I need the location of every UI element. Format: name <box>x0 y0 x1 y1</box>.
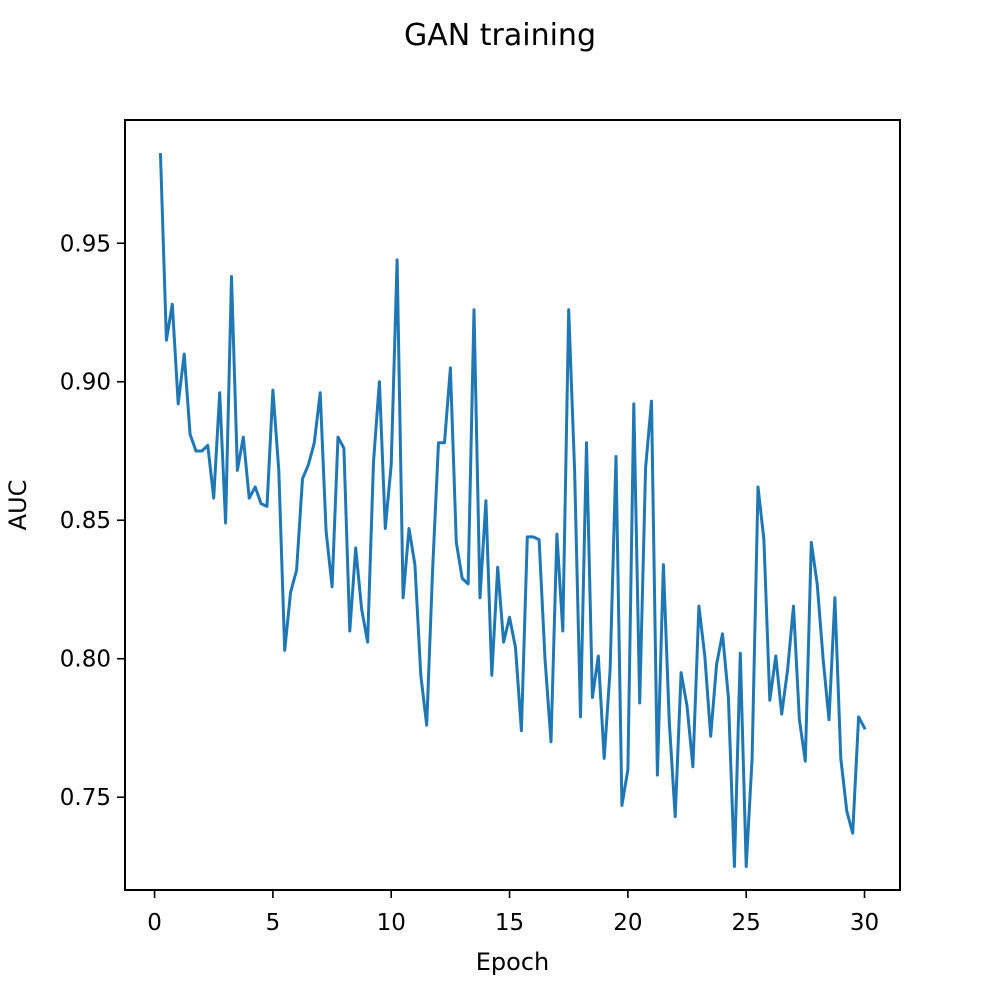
y-tick-label: 0.90 <box>60 370 111 396</box>
y-tick-label: 0.75 <box>60 785 111 811</box>
y-tick-label: 0.80 <box>60 647 111 673</box>
x-tick-label: 15 <box>495 910 524 936</box>
x-tick-label: 0 <box>147 910 162 936</box>
plot-area <box>125 120 900 890</box>
x-tick-label: 10 <box>377 910 406 936</box>
chart-title: GAN training <box>404 18 596 53</box>
x-tick-label: 30 <box>850 910 879 936</box>
x-tick-label: 5 <box>266 910 281 936</box>
x-axis-label: Epoch <box>476 948 550 976</box>
axes-frame <box>124 119 901 891</box>
y-tick-label: 0.85 <box>60 508 111 534</box>
y-tick-label: 0.95 <box>60 231 111 257</box>
series-line <box>158 153 867 868</box>
x-axis: 0 5 10 15 20 25 30 <box>147 890 879 936</box>
series-layer <box>158 153 867 868</box>
y-axis: 0.75 0.80 0.85 0.90 0.95 <box>60 231 125 811</box>
x-tick-label: 20 <box>613 910 642 936</box>
y-axis-label: AUC <box>4 480 32 531</box>
x-tick-label: 25 <box>732 910 761 936</box>
